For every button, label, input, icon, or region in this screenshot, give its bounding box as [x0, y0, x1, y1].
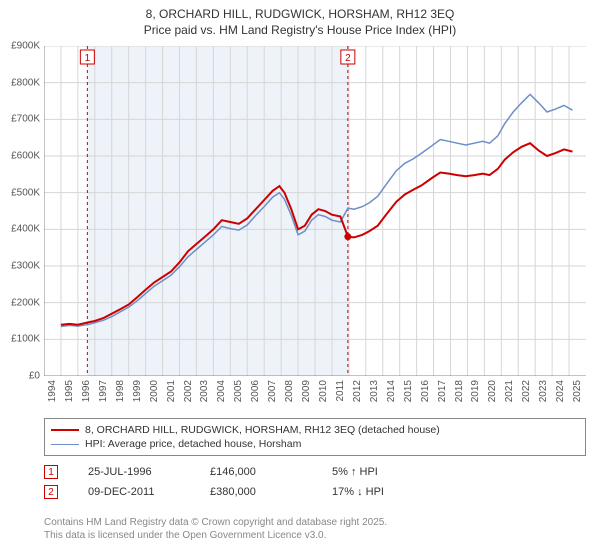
attribution: Contains HM Land Registry data © Crown c…: [44, 516, 586, 542]
y-axis-labels: £0£100K£200K£300K£400K£500K£600K£700K£80…: [0, 46, 44, 376]
legend-swatch-price-paid: [51, 429, 79, 431]
x-axis-label: 2019: [470, 380, 481, 402]
x-axis-label: 2002: [183, 380, 194, 402]
x-axis-label: 1995: [64, 380, 75, 402]
legend-label-hpi: HPI: Average price, detached house, Hors…: [85, 438, 301, 450]
x-axis-label: 1998: [115, 380, 126, 402]
x-axis-label: 2018: [454, 380, 465, 402]
x-axis-label: 2007: [267, 380, 278, 402]
x-axis-label: 2012: [352, 380, 363, 402]
title-block: 8, ORCHARD HILL, RUDGWICK, HORSHAM, RH12…: [0, 0, 600, 38]
x-axis-label: 2015: [403, 380, 414, 402]
marker-badge: 1: [44, 465, 58, 479]
marker-row: 1 25-JUL-1996 £146,000 5% ↑ HPI: [44, 462, 586, 482]
chart-container: 8, ORCHARD HILL, RUDGWICK, HORSHAM, RH12…: [0, 0, 600, 560]
y-axis-label: £500K: [11, 187, 40, 198]
x-axis-label: 2009: [301, 380, 312, 402]
marker-delta: 5% ↑ HPI: [332, 466, 424, 478]
marker-delta: 17% ↓ HPI: [332, 486, 424, 498]
legend-swatch-hpi: [51, 444, 79, 445]
y-axis-label: £300K: [11, 261, 40, 272]
x-axis-label: 2014: [386, 380, 397, 402]
y-axis-label: £100K: [11, 334, 40, 345]
title-line-2: Price paid vs. HM Land Registry's House …: [0, 22, 600, 38]
marker-price: £146,000: [210, 466, 302, 478]
x-axis-label: 2008: [284, 380, 295, 402]
marker-row: 2 09-DEC-2011 £380,000 17% ↓ HPI: [44, 482, 586, 502]
marker-price: £380,000: [210, 486, 302, 498]
marker-badge: 2: [44, 485, 58, 499]
x-axis-label: 2022: [521, 380, 532, 402]
x-axis-labels: 1994 1995 1996 1997 1998 1999 2000 2001 2002 2003…: [44, 378, 586, 418]
legend-box: 8, ORCHARD HILL, RUDGWICK, HORSHAM, RH12…: [44, 418, 586, 456]
svg-text:1: 1: [85, 53, 91, 64]
marker-date: 09-DEC-2011: [88, 486, 180, 498]
legend-label-price-paid: 8, ORCHARD HILL, RUDGWICK, HORSHAM, RH12…: [85, 424, 440, 436]
x-axis-label: 2021: [504, 380, 515, 402]
x-axis-label: 1996: [81, 380, 92, 402]
x-axis-label: 1999: [132, 380, 143, 402]
legend-row-price-paid: 8, ORCHARD HILL, RUDGWICK, HORSHAM, RH12…: [51, 423, 579, 437]
y-axis-label: £0: [29, 371, 40, 382]
x-axis-label: 2010: [318, 380, 329, 402]
x-axis-label: 2016: [420, 380, 431, 402]
chart-plot-area: 12: [44, 46, 586, 376]
x-axis-label: 1997: [98, 380, 109, 402]
x-axis-label: 2017: [437, 380, 448, 402]
x-axis-label: 2024: [555, 380, 566, 402]
svg-text:2: 2: [345, 53, 351, 64]
x-axis-label: 1994: [47, 380, 58, 402]
x-axis-label: 2005: [233, 380, 244, 402]
y-axis-label: £600K: [11, 151, 40, 162]
marker-date: 25-JUL-1996: [88, 466, 180, 478]
x-axis-label: 2025: [572, 380, 583, 402]
attribution-line-2: This data is licensed under the Open Gov…: [44, 529, 586, 542]
x-axis-label: 2000: [149, 380, 160, 402]
y-axis-label: £400K: [11, 224, 40, 235]
chart-svg: 12: [44, 46, 586, 376]
legend-row-hpi: HPI: Average price, detached house, Hors…: [51, 437, 579, 451]
y-axis-label: £800K: [11, 77, 40, 88]
title-line-1: 8, ORCHARD HILL, RUDGWICK, HORSHAM, RH12…: [0, 6, 600, 22]
x-axis-label: 2011: [335, 380, 346, 402]
y-axis-label: £700K: [11, 114, 40, 125]
y-axis-label: £200K: [11, 297, 40, 308]
x-axis-label: 2003: [199, 380, 210, 402]
x-axis-label: 2023: [538, 380, 549, 402]
y-axis-label: £900K: [11, 41, 40, 52]
x-axis-label: 2013: [369, 380, 380, 402]
x-axis-label: 2001: [166, 380, 177, 402]
attribution-line-1: Contains HM Land Registry data © Crown c…: [44, 516, 586, 529]
marker-table: 1 25-JUL-1996 £146,000 5% ↑ HPI 2 09-DEC-2011…: [44, 462, 586, 502]
x-axis-label: 2020: [487, 380, 498, 402]
x-axis-label: 2006: [250, 380, 261, 402]
x-axis-label: 2004: [216, 380, 227, 402]
